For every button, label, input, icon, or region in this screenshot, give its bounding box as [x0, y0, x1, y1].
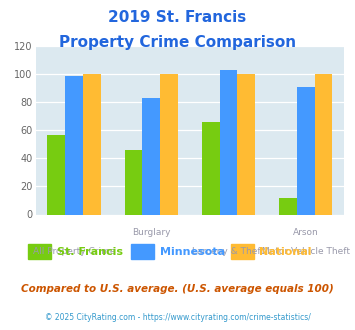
Bar — [83, 74, 101, 215]
Bar — [48, 135, 65, 214]
Text: Burglary: Burglary — [132, 228, 170, 237]
Text: Minnesota: Minnesota — [160, 247, 225, 257]
Text: Motor Vehicle Theft: Motor Vehicle Theft — [262, 248, 350, 256]
Text: National: National — [259, 247, 312, 257]
Bar — [237, 74, 255, 215]
Bar — [220, 70, 237, 214]
Bar — [65, 76, 83, 214]
Text: 2019 St. Francis: 2019 St. Francis — [108, 10, 247, 25]
Bar — [315, 74, 332, 215]
Bar — [297, 87, 315, 214]
Text: St. Francis: St. Francis — [57, 247, 123, 257]
Bar — [279, 198, 297, 214]
Bar — [142, 98, 160, 214]
Text: © 2025 CityRating.com - https://www.cityrating.com/crime-statistics/: © 2025 CityRating.com - https://www.city… — [45, 313, 310, 322]
Text: Larceny & Theft: Larceny & Theft — [192, 248, 264, 256]
Text: Arson: Arson — [293, 228, 319, 237]
Bar — [202, 122, 220, 214]
Text: All Property Crime: All Property Crime — [33, 248, 115, 256]
Bar — [125, 150, 142, 214]
Text: Property Crime Comparison: Property Crime Comparison — [59, 35, 296, 50]
Text: Compared to U.S. average. (U.S. average equals 100): Compared to U.S. average. (U.S. average … — [21, 284, 334, 294]
Bar — [160, 74, 178, 215]
